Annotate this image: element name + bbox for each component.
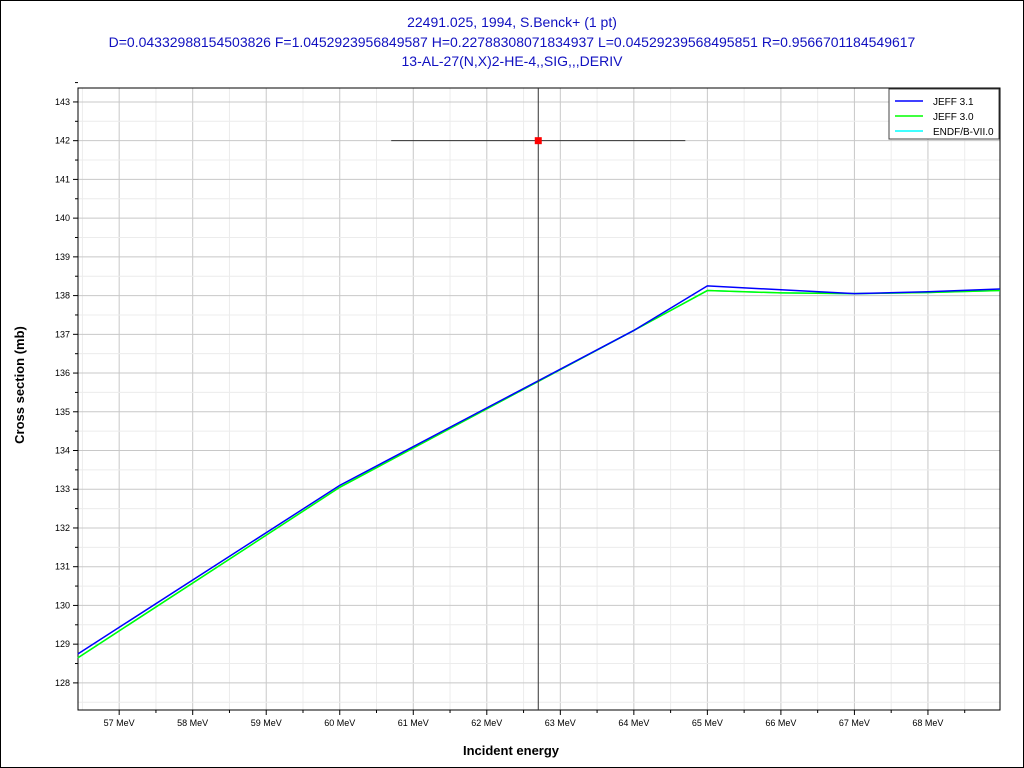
- x-tick-label: 59 MeV: [251, 718, 282, 728]
- series-line-jeff-3-1: [77, 285, 1001, 655]
- y-tick-label: 141: [55, 174, 70, 184]
- legend: JEFF 3.1 JEFF 3.0 ENDF/B-VII.0: [888, 88, 1000, 140]
- y-tick-label: 139: [55, 252, 70, 262]
- axes: 57 MeV 58 MeV 59 MeV 60 MeV 61 MeV 62 MeV 63 M…: [55, 82, 1001, 728]
- data-point: [534, 137, 542, 145]
- y-tick-label: 128: [55, 678, 70, 688]
- x-tick-label: 67 MeV: [839, 718, 870, 728]
- y-tick-label: 136: [55, 368, 70, 378]
- y-tick-label: 138: [55, 291, 70, 301]
- y-tick-label: 132: [55, 523, 70, 533]
- x-tick-label: 60 MeV: [324, 718, 355, 728]
- legend-label: JEFF 3.0: [933, 112, 974, 123]
- y-tick-label: 131: [55, 562, 70, 572]
- series-line-endf-b-vii-0: [77, 289, 1001, 659]
- y-tick-label: 143: [55, 97, 70, 107]
- x-tick-label: 66 MeV: [765, 718, 796, 728]
- x-tick-label: 57 MeV: [104, 718, 135, 728]
- y-tick-label: 129: [55, 639, 70, 649]
- y-tick-label: 140: [55, 213, 70, 223]
- legend-label: ENDF/B-VII.0: [933, 127, 994, 138]
- y-tick-label: 142: [55, 136, 70, 146]
- x-tick-label: 68 MeV: [912, 718, 943, 728]
- x-tick-label: 63 MeV: [545, 718, 576, 728]
- y-tick-label: 133: [55, 484, 70, 494]
- x-tick-label: 61 MeV: [398, 718, 429, 728]
- x-tick-label: 58 MeV: [177, 718, 208, 728]
- series-line-jeff-3-0: [77, 289, 1001, 659]
- plot-border: [77, 87, 1001, 711]
- x-tick-label: 62 MeV: [471, 718, 502, 728]
- chart-title-line-3: 13-AL-27(N,X)2-HE-4,,SIG,,,DERIV: [401, 53, 623, 69]
- y-tick-label: 135: [55, 407, 70, 417]
- x-axis-label: Incident energy: [463, 743, 560, 758]
- legend-label: JEFF 3.1: [933, 97, 974, 108]
- grid: [78, 88, 1000, 710]
- chart-title-line-1: 22491.025, 1994, S.Benck+ (1 pt): [407, 14, 617, 30]
- x-tick-label: 64 MeV: [618, 718, 649, 728]
- experimental-data: [391, 88, 686, 710]
- y-tick-label: 134: [55, 446, 70, 456]
- series-lines: [77, 285, 1001, 659]
- x-tick-label: 65 MeV: [692, 718, 723, 728]
- y-axis-label: Cross section (mb): [12, 326, 27, 444]
- chart-title-line-2: D=0.04332988154503826 F=1.04529239568495…: [108, 34, 916, 50]
- y-tick-label: 130: [55, 600, 70, 610]
- y-tick-label: 137: [55, 329, 70, 339]
